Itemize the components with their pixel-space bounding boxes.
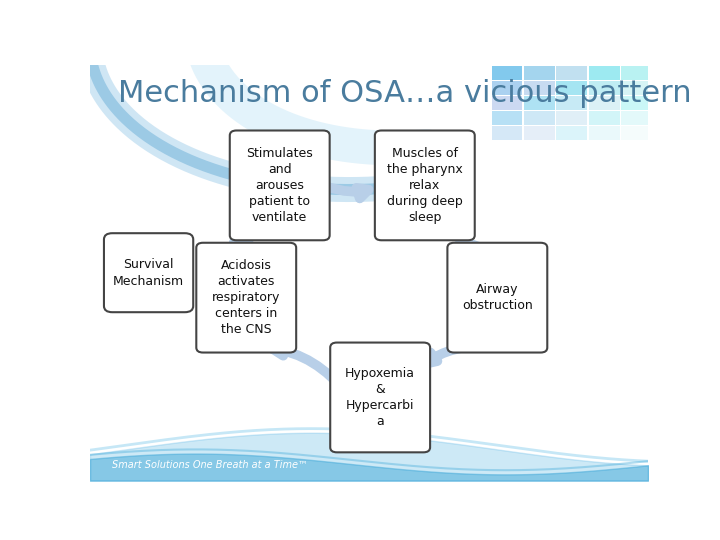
Bar [557,66,588,80]
Bar [557,111,588,125]
Bar [621,111,652,125]
FancyBboxPatch shape [104,233,193,312]
Bar [524,66,555,80]
Bar [524,111,555,125]
Text: Hypoxemia
&
Hypercarbi
a: Hypoxemia & Hypercarbi a [345,367,415,428]
Bar [492,96,523,110]
FancyBboxPatch shape [197,243,296,353]
Bar [557,125,588,140]
FancyBboxPatch shape [330,342,430,453]
Text: Smart Solutions One Breath at a Time™: Smart Solutions One Breath at a Time™ [112,460,308,470]
Bar [524,80,555,94]
FancyBboxPatch shape [375,131,474,240]
Text: Stimulates
and
arouses
patient to
ventilate: Stimulates and arouses patient to ventil… [246,147,313,224]
Bar [621,66,652,80]
Text: Acidosis
activates
respiratory
centers in
the CNS: Acidosis activates respiratory centers i… [212,259,280,336]
Bar [492,80,523,94]
Bar [524,96,555,110]
Bar [492,111,523,125]
Bar [557,80,588,94]
Bar [589,125,619,140]
Bar [524,125,555,140]
Text: Muscles of
the pharynx
relax
during deep
sleep: Muscles of the pharynx relax during deep… [387,147,463,224]
Bar [492,125,523,140]
Bar [492,66,523,80]
Bar [589,111,619,125]
Text: Airway
obstruction: Airway obstruction [462,283,533,312]
Bar [621,125,652,140]
FancyBboxPatch shape [447,243,547,353]
Bar [621,96,652,110]
Text: Mechanism of OSA…a vicious pattern: Mechanism of OSA…a vicious pattern [118,79,691,109]
Bar [557,96,588,110]
Text: Survival
Mechanism: Survival Mechanism [113,258,184,288]
Bar [621,80,652,94]
Bar [589,66,619,80]
Bar [589,80,619,94]
Bar [589,96,619,110]
FancyBboxPatch shape [230,131,330,240]
